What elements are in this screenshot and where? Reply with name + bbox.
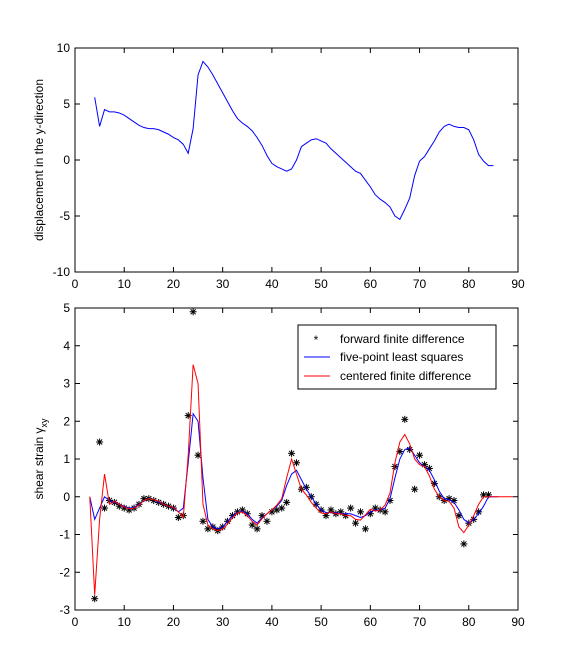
shear-strain-series-2-line xyxy=(89,364,514,595)
shear-strain-series-0-point xyxy=(416,451,424,459)
shear-strain-series-0-point xyxy=(278,504,286,512)
shear-strain-ylabel-main: shear strain γ xyxy=(32,427,46,499)
displacement-y-tick-label: 0 xyxy=(63,153,70,167)
shear-strain-x-tick-label: 10 xyxy=(118,615,132,629)
displacement-series xyxy=(94,60,494,221)
shear-strain-series-0-point xyxy=(248,521,256,529)
shear-strain-series-0-point xyxy=(96,438,104,446)
legend: * forward finite difference five-point l… xyxy=(297,324,497,390)
shear-strain-series-0-point xyxy=(194,451,202,459)
shear-strain-series-0-point xyxy=(347,504,355,512)
legend-label-forward: forward finite difference xyxy=(340,332,465,346)
legend-box xyxy=(297,324,497,390)
shear-strain-y-tick-label: 5 xyxy=(63,301,70,315)
shear-strain-y-tick-label: 4 xyxy=(63,339,70,353)
shear-strain-series-0-point xyxy=(199,517,207,525)
displacement-series-0-line xyxy=(94,60,494,221)
shear-strain-series-0-point xyxy=(425,464,433,472)
shear-strain-series-0-point xyxy=(475,508,483,516)
shear-strain-axes: 0 10 20 30 40 50 60 70 80 90 -3 -2 -1 0 1 2 3 4 5 shear st… xyxy=(32,301,525,629)
legend-marker-star: * xyxy=(314,333,319,347)
legend-label-centered: centered finite difference xyxy=(340,369,472,383)
shear-strain-series-0-point xyxy=(396,447,404,455)
shear-strain-y-tick-label: 1 xyxy=(63,452,70,466)
shear-strain-x-tick-label: 90 xyxy=(511,615,525,629)
displacement-x-tick-label: 30 xyxy=(216,277,230,291)
displacement-x-tick-label: 50 xyxy=(314,277,328,291)
displacement-x-tick-label: 20 xyxy=(167,277,181,291)
displacement-x-tick-label: 70 xyxy=(413,277,427,291)
shear-strain-series-0-point xyxy=(91,595,99,603)
displacement-x-tick-label: 60 xyxy=(364,277,378,291)
shear-strain-x-tick-label: 70 xyxy=(413,615,427,629)
displacement-x-tick-label: 80 xyxy=(462,277,476,291)
shear-strain-x-tick-label: 50 xyxy=(314,615,328,629)
shear-strain-y-tick-label: 0 xyxy=(63,490,70,504)
shear-strain-series-0-point xyxy=(288,449,296,457)
displacement-ticks: 0 10 20 30 40 50 60 70 80 90 -10 -5 0 5 10 xyxy=(53,41,525,291)
displacement-axes: 0 10 20 30 40 50 60 70 80 90 -10 -5 0 5 10 displacemen… xyxy=(32,41,525,291)
shear-strain-x-tick-label: 40 xyxy=(265,615,279,629)
shear-strain-y-tick-label: 2 xyxy=(63,414,70,428)
shear-strain-series-1-line xyxy=(89,412,499,530)
shear-strain-series-0-point xyxy=(356,508,364,516)
shear-strain-y-tick-label: -3 xyxy=(59,603,70,617)
shear-strain-series-0-point xyxy=(283,498,291,506)
displacement-y-tick-label: 5 xyxy=(63,97,70,111)
displacement-x-tick-label: 10 xyxy=(118,277,132,291)
displacement-y-tick-label: -5 xyxy=(59,209,70,223)
displacement-x-tick-label: 40 xyxy=(265,277,279,291)
shear-strain-y-tick-label: -1 xyxy=(59,528,70,542)
shear-strain-series-0-point xyxy=(293,459,300,467)
displacement-y-axis-label: displacement in the y-direction xyxy=(32,79,46,241)
shear-strain-ticks: 0 10 20 30 40 50 60 70 80 90 -3 -2 -1 0 1 2 3 4 5 xyxy=(59,301,525,629)
shear-strain-series-0-point xyxy=(253,525,261,533)
shear-strain-series-0-point xyxy=(352,519,360,527)
shear-strain-y-tick-label: -2 xyxy=(59,565,70,579)
shear-strain-x-tick-label: 60 xyxy=(364,615,378,629)
shear-strain-series-0-point xyxy=(401,415,409,423)
shear-strain-y-tick-label: 3 xyxy=(63,377,70,391)
shear-strain-series-0-point xyxy=(361,525,369,533)
shear-strain-series xyxy=(89,308,514,603)
legend-label-five-point: five-point least squares xyxy=(340,350,463,364)
displacement-x-tick-label: 90 xyxy=(511,277,525,291)
shear-strain-x-tick-label: 20 xyxy=(167,615,181,629)
shear-strain-series-0-point xyxy=(460,540,468,548)
shear-strain-series-0-point xyxy=(101,504,109,512)
shear-strain-series-0-point xyxy=(391,463,399,471)
shear-strain-ylabel-subscript: xy xyxy=(39,418,49,428)
shear-strain-y-axis-label: shear strain γxy xyxy=(32,418,49,500)
shear-strain-series-0-point xyxy=(381,508,389,516)
displacement-x-tick-label: 0 xyxy=(72,277,79,291)
displacement-y-tick-label: 10 xyxy=(57,41,71,55)
shear-strain-series-0-point xyxy=(411,485,419,493)
shear-strain-x-tick-label: 0 xyxy=(72,615,79,629)
shear-strain-x-tick-label: 80 xyxy=(462,615,476,629)
shear-strain-x-tick-label: 30 xyxy=(216,615,230,629)
shear-strain-series-0-point xyxy=(263,517,271,525)
displacement-y-tick-label: -10 xyxy=(53,265,71,279)
shear-strain-series-0-point xyxy=(189,308,197,316)
